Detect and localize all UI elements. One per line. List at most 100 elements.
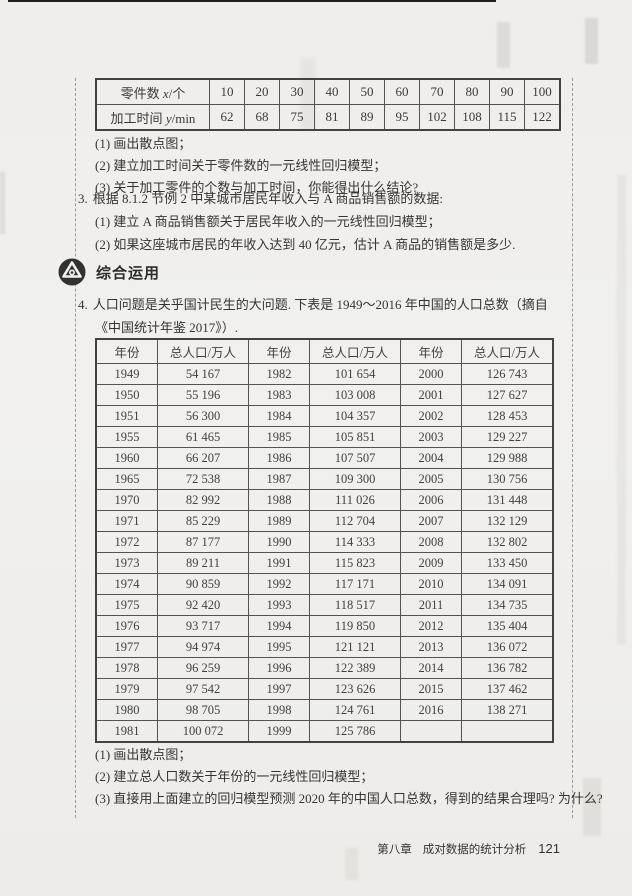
parts-row-label: 零件数 x/个 (95, 78, 210, 105)
footer-chapter: 第八章 (377, 844, 412, 856)
scan-edge-top (8, 0, 496, 2)
year-cell: 1996 (248, 657, 310, 679)
parts-value-cell: 75 (279, 104, 315, 131)
population-cell: 123 626 (309, 678, 401, 700)
population-cell: 122 389 (309, 657, 401, 679)
parts-value-cell: 122 (524, 104, 561, 131)
year-cell: 2016 (400, 699, 462, 721)
population-cell: 112 704 (309, 510, 401, 532)
population-cell: 129 988 (461, 447, 554, 469)
population-table-header: 年份 (400, 338, 462, 364)
population-cell: 132 802 (461, 531, 554, 553)
population-table-row: 1981 100 072 1999 125 786 (95, 720, 554, 743)
scan-artifact (0, 172, 5, 234)
year-cell: 2012 (400, 615, 462, 637)
year-cell: 2010 (400, 573, 462, 595)
population-cell: 118 517 (309, 594, 401, 616)
year-cell: 1951 (95, 405, 158, 427)
population-cell: 132 129 (461, 510, 554, 532)
population-cell: 56 300 (157, 405, 249, 427)
population-cell: 125 786 (309, 720, 401, 743)
question-item: (3) 关于加工零件的个数与加工时间，你能得出什么结论? (95, 180, 419, 195)
section-title: 综合运用 (96, 264, 161, 282)
population-cell: 87 177 (157, 531, 249, 553)
parts-value-cell: 89 (349, 104, 385, 131)
year-cell: 1985 (248, 426, 310, 448)
exercise-number: 4. (78, 297, 88, 312)
population-cell: 111 026 (309, 489, 401, 511)
population-table-row: 1950 55 196 1983 103 008 2001 127 627 (95, 384, 554, 406)
population-table-row: 1960 66 207 1986 107 507 2004 129 988 (95, 447, 554, 469)
year-cell: 1997 (248, 678, 310, 700)
population-cell: 129 227 (461, 426, 554, 448)
population-cell: 89 211 (157, 552, 249, 574)
page-number: 121 (538, 841, 560, 856)
population-cell: 103 008 (309, 384, 401, 406)
parts-value-cell: 115 (489, 104, 525, 131)
year-cell: 1965 (95, 468, 158, 490)
year-cell: 1973 (95, 552, 158, 574)
year-cell: 1979 (95, 678, 158, 700)
exercise3: 3. 根据 8.1.2 节例 2 中某城市居民年收入与 A 商品销售额的数据: (… (78, 187, 515, 256)
population-cell: 136 072 (461, 636, 554, 658)
year-cell: 2015 (400, 678, 462, 700)
parts-table-row: 加工时间 y/min 62 68 75 81 89 95 102 108 115 122 (95, 104, 561, 131)
year-cell: 2006 (400, 489, 462, 511)
year-cell: 1955 (95, 426, 158, 448)
parts-value-cell: 108 (454, 104, 490, 131)
page-footer: 第八章 成对数据的统计分析 121 (377, 841, 560, 857)
year-cell: 1970 (95, 489, 158, 511)
population-cell: 72 538 (157, 468, 249, 490)
year-cell: 1986 (248, 447, 310, 469)
year-cell: 1984 (248, 405, 310, 427)
year-cell: 1983 (248, 384, 310, 406)
population-cell: 119 850 (309, 615, 401, 637)
population-table-row: 1951 56 300 1984 104 357 2002 128 453 (95, 405, 554, 427)
right-dashed-rule (572, 78, 573, 818)
population-cell: 54 167 (157, 363, 249, 385)
question-item: (1) 画出散点图； (95, 747, 192, 762)
parts-table-row: 零件数 x/个 10 20 30 40 50 60 70 80 90 100 (95, 78, 561, 105)
parts-value-cell: 68 (244, 104, 280, 131)
population-table-row: 1980 98 705 1998 124 761 2016 138 271 (95, 699, 554, 721)
year-cell: 2005 (400, 468, 462, 490)
exercise3-text: 根据 8.1.2 节例 2 中某城市居民年收入与 A 商品销售额的数据: (92, 191, 444, 206)
population-cell: 127 627 (461, 384, 554, 406)
population-table-header-row: 年份 总人口/万人 年份 总人口/万人 年份 总人口/万人 (95, 338, 554, 364)
left-dashed-rule (75, 78, 76, 818)
population-cell: 136 782 (461, 657, 554, 679)
population-cell: 124 761 (309, 699, 401, 721)
population-cell: 115 823 (309, 552, 401, 574)
year-cell: 1972 (95, 531, 158, 553)
population-table-header: 总人口/万人 (461, 338, 554, 364)
parts-value-cell: 10 (209, 78, 245, 105)
year-cell: 2014 (400, 657, 462, 679)
population-cell: 114 333 (309, 531, 401, 553)
year-cell: 1974 (95, 573, 158, 595)
population-table-row: 1973 89 211 1991 115 823 2009 133 450 (95, 552, 554, 574)
question-item: (2) 如果这座城市居民的年收入达到 40 亿元，估计 A 商品的销售额是多少. (95, 237, 516, 252)
parts-value-cell: 60 (384, 78, 420, 105)
exercise4-stem: 4. 人口问题是关乎国计民生的大问题. 下表是 1949～2016 年中国的人口总… (78, 294, 564, 339)
section-header: 综合运用 (57, 257, 160, 287)
year-cell: 1981 (95, 720, 158, 743)
parts-value-cell: 70 (419, 78, 455, 105)
population-cell: 92 420 (157, 594, 249, 616)
population-table-row: 1965 72 538 1987 109 300 2005 130 756 (95, 468, 554, 490)
population-table-row: 1975 92 420 1993 118 517 2011 134 735 (95, 594, 554, 616)
exercise2-questions: (1) 画出散点图； (2) 建立加工时间关于零件数的一元线性回归模型； (3)… (95, 133, 418, 199)
year-cell: 1999 (248, 720, 310, 743)
scan-artifact (345, 848, 358, 880)
parts-value-cell: 62 (209, 104, 245, 131)
year-cell: 1993 (248, 594, 310, 616)
year-cell: 1980 (95, 699, 158, 721)
year-cell: 1991 (248, 552, 310, 574)
year-cell: 1988 (248, 489, 310, 511)
population-cell: 133 450 (461, 552, 554, 574)
population-cell: 105 851 (309, 426, 401, 448)
population-cell: 85 229 (157, 510, 249, 532)
population-cell: 61 465 (157, 426, 249, 448)
scan-artifact (617, 175, 626, 645)
year-cell (400, 720, 462, 743)
population-cell: 128 453 (461, 405, 554, 427)
